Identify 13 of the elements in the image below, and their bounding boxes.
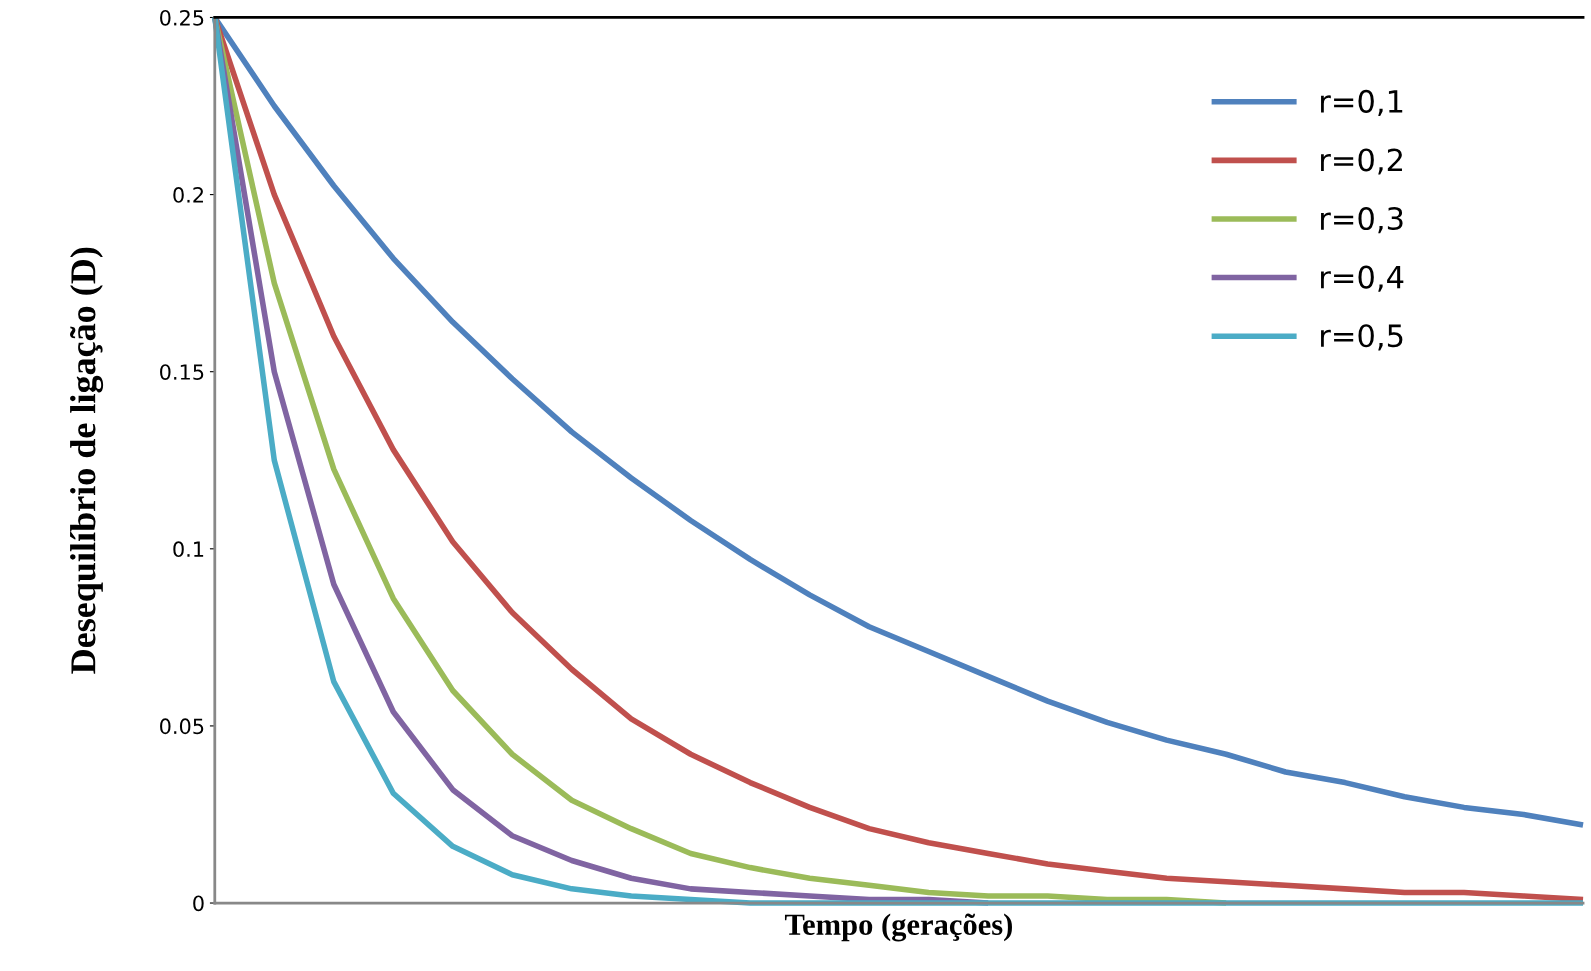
y-tick-label: 0.15 xyxy=(160,364,204,380)
legend-label: r=0,4 xyxy=(1321,265,1404,292)
y-axis-title: Desequilíbrio de ligação (D) xyxy=(70,247,104,674)
y-tick-label: 0.2 xyxy=(173,187,203,203)
legend-label: r=0,1 xyxy=(1321,89,1403,117)
legend-label: r=0,2 xyxy=(1321,148,1402,175)
legend-label: r=0,3 xyxy=(1321,206,1403,234)
y-tick-label: 0.05 xyxy=(160,718,204,735)
y-tick-label: 0.1 xyxy=(173,541,204,558)
y-tick-label: 0.25 xyxy=(160,9,204,26)
x-axis-title: Tempo (gerações) xyxy=(784,913,1012,942)
legend-label: r=0,5 xyxy=(1321,324,1403,351)
y-tick-label: 0 xyxy=(193,895,204,912)
